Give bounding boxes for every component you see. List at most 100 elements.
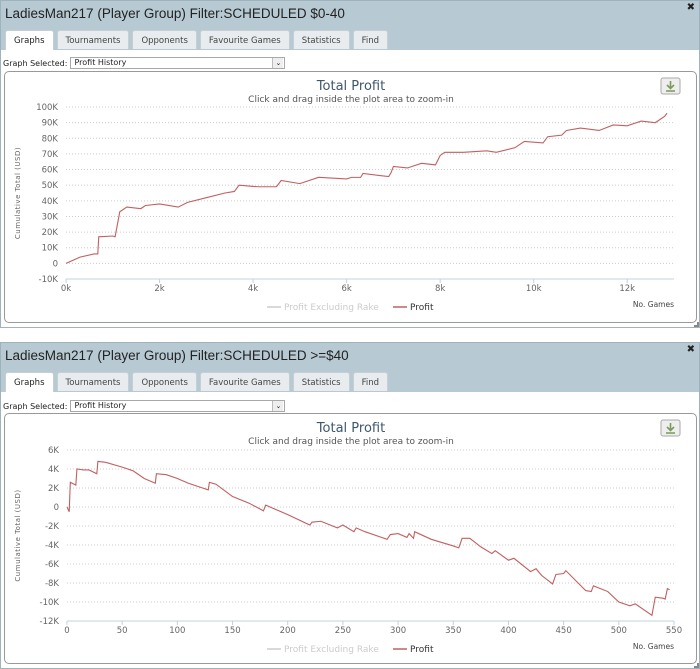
panel-header: LadiesMan217 (Player Group) Filter:SCHED… xyxy=(1,343,699,392)
tab-tournaments[interactable]: Tournaments xyxy=(56,372,130,391)
y-tick-label: 10K xyxy=(42,244,59,254)
tab-statistics[interactable]: Statistics xyxy=(292,372,350,391)
chart-subtitle: Click and drag inside the plot area to z… xyxy=(248,95,454,105)
x-tick-label: 250 xyxy=(335,626,351,636)
graph-select[interactable]: Profit History ⌄ xyxy=(70,400,286,412)
y-tick-label: 90K xyxy=(42,119,59,129)
legend-item-profit-excluding-rake[interactable]: Profit Excluding Rake xyxy=(267,645,379,655)
x-tick-label: 10k xyxy=(526,284,542,294)
legend-label: Profit Excluding Rake xyxy=(284,645,379,655)
y-tick-label: 80K xyxy=(42,134,59,144)
x-tick-label: 350 xyxy=(445,626,461,636)
graph-selected-label: Graph Selected: xyxy=(3,401,68,411)
graph-select-value: Profit History xyxy=(74,58,127,67)
graph-panel-2: LadiesMan217 (Player Group) Filter:SCHED… xyxy=(0,342,700,669)
download-arrow xyxy=(666,423,675,434)
tab-bar: Graphs Tournaments Opponents Favourite G… xyxy=(5,372,388,392)
x-tick-label: 200 xyxy=(280,626,296,636)
tab-opponents[interactable]: Opponents xyxy=(132,30,197,49)
profit-chart[interactable]: Total Profit Click and drag inside the pl… xyxy=(4,413,697,664)
y-tick-label: -10K xyxy=(40,598,60,608)
legend-label: Profit xyxy=(410,645,434,655)
legend-item-profit-excluding-rake[interactable]: Profit Excluding Rake xyxy=(267,303,379,313)
y-tick-label: 0 xyxy=(53,259,58,269)
download-arrow xyxy=(666,81,675,92)
tab-tournaments[interactable]: Tournaments xyxy=(56,30,130,49)
x-tick-label: 6k xyxy=(341,284,351,294)
y-tick-label: 70K xyxy=(42,150,59,160)
legend-item-profit[interactable]: Profit xyxy=(393,645,434,655)
panel-title: LadiesMan217 (Player Group) Filter:SCHED… xyxy=(5,6,345,21)
y-tick-label: -10K xyxy=(39,275,59,285)
x-axis-label: No. Games xyxy=(633,642,674,651)
x-tick-label: 50 xyxy=(117,626,128,636)
close-icon[interactable]: ✖ xyxy=(686,2,695,13)
x-tick-label: 2k xyxy=(154,284,164,294)
y-tick-label: -2K xyxy=(45,522,59,532)
x-tick-label: 12k xyxy=(619,284,635,294)
x-axis-label: No. Games xyxy=(633,300,674,309)
chevron-down-icon[interactable]: ⌄ xyxy=(272,401,284,411)
download-icon[interactable] xyxy=(660,77,681,95)
download-icon[interactable] xyxy=(660,419,681,437)
y-tick-label: 100K xyxy=(36,103,58,113)
profit-chart[interactable]: Total Profit Click and drag inside the pl… xyxy=(4,71,697,323)
resize-handle[interactable] xyxy=(694,663,699,668)
y-tick-label: -8K xyxy=(45,579,59,589)
y-tick-label: 50K xyxy=(42,181,59,191)
chart-title: Total Profit xyxy=(316,79,385,94)
chevron-down-icon[interactable]: ⌄ xyxy=(272,58,284,68)
legend-label: Profit Excluding Rake xyxy=(284,303,379,313)
chart-title: Total Profit xyxy=(316,421,385,436)
series-line-profit xyxy=(66,460,670,617)
graph-select-value: Profit History xyxy=(74,401,127,410)
x-tick-label: 0 xyxy=(64,626,69,636)
tab-find[interactable]: Find xyxy=(352,30,388,49)
tab-bar: Graphs Tournaments Opponents Favourite G… xyxy=(5,30,388,50)
graph-selector-row: Graph Selected: Profit History ⌄ xyxy=(3,400,286,412)
y-tick-label: 60K xyxy=(42,166,59,176)
tab-graphs[interactable]: Graphs xyxy=(5,30,54,50)
series-line-profit xyxy=(65,112,668,264)
x-tick-label: 300 xyxy=(390,626,406,636)
y-tick-label: 2K xyxy=(48,484,59,494)
x-tick-label: 550 xyxy=(666,626,682,636)
x-tick-label: 150 xyxy=(224,626,240,636)
legend-item-profit[interactable]: Profit xyxy=(393,303,434,313)
x-tick-label: 4k xyxy=(248,284,258,294)
panel-title: LadiesMan217 (Player Group) Filter:SCHED… xyxy=(5,348,349,363)
y-tick-label: 40K xyxy=(42,197,59,207)
tab-opponents[interactable]: Opponents xyxy=(132,372,197,391)
y-tick-label: -12K xyxy=(40,617,60,627)
y-tick-label: 0 xyxy=(54,503,59,513)
x-tick-label: 450 xyxy=(556,626,572,636)
x-tick-label: 0k xyxy=(61,284,71,294)
graph-select[interactable]: Profit History ⌄ xyxy=(70,57,286,69)
graph-selector-row: Graph Selected: Profit History ⌄ xyxy=(3,57,286,69)
tab-favourite-games[interactable]: Favourite Games xyxy=(199,30,290,49)
x-tick-label: 500 xyxy=(611,626,627,636)
y-tick-label: 30K xyxy=(42,212,59,222)
tab-statistics[interactable]: Statistics xyxy=(292,30,350,49)
y-axis-label: Cumulative Total (USD) xyxy=(14,489,22,581)
y-tick-label: 20K xyxy=(42,228,59,238)
close-icon[interactable]: ✖ xyxy=(686,344,695,355)
legend-label: Profit xyxy=(410,303,434,313)
y-tick-label: 6K xyxy=(48,446,59,456)
x-tick-label: 400 xyxy=(500,626,516,636)
chart-subtitle: Click and drag inside the plot area to z… xyxy=(248,437,454,447)
x-tick-label: 8k xyxy=(435,284,445,294)
resize-handle[interactable] xyxy=(694,322,699,327)
x-tick-label: 100 xyxy=(169,626,185,636)
tab-favourite-games[interactable]: Favourite Games xyxy=(199,372,290,391)
graph-panel-1: LadiesMan217 (Player Group) Filter:SCHED… xyxy=(0,0,700,328)
tab-find[interactable]: Find xyxy=(352,372,388,391)
graph-selected-label: Graph Selected: xyxy=(3,58,68,68)
tab-graphs[interactable]: Graphs xyxy=(5,372,54,392)
y-tick-label: -4K xyxy=(45,541,59,551)
y-tick-label: -6K xyxy=(45,560,59,570)
y-tick-label: 4K xyxy=(48,465,59,475)
y-axis-label: Cumulative Total (USD) xyxy=(14,147,22,239)
